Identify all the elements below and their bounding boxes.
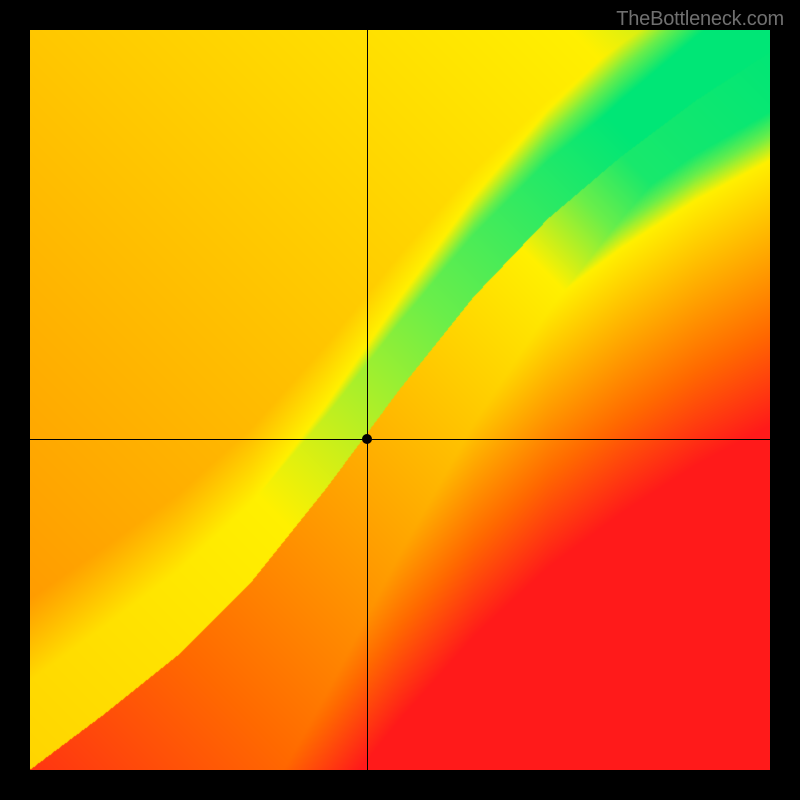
- watermark: TheBottleneck.com: [616, 8, 784, 31]
- heatmap-canvas: [30, 30, 770, 770]
- marker-dot: [362, 434, 372, 444]
- heatmap-plot: [30, 30, 770, 770]
- crosshair-horizontal: [30, 439, 770, 440]
- crosshair-vertical: [367, 30, 368, 770]
